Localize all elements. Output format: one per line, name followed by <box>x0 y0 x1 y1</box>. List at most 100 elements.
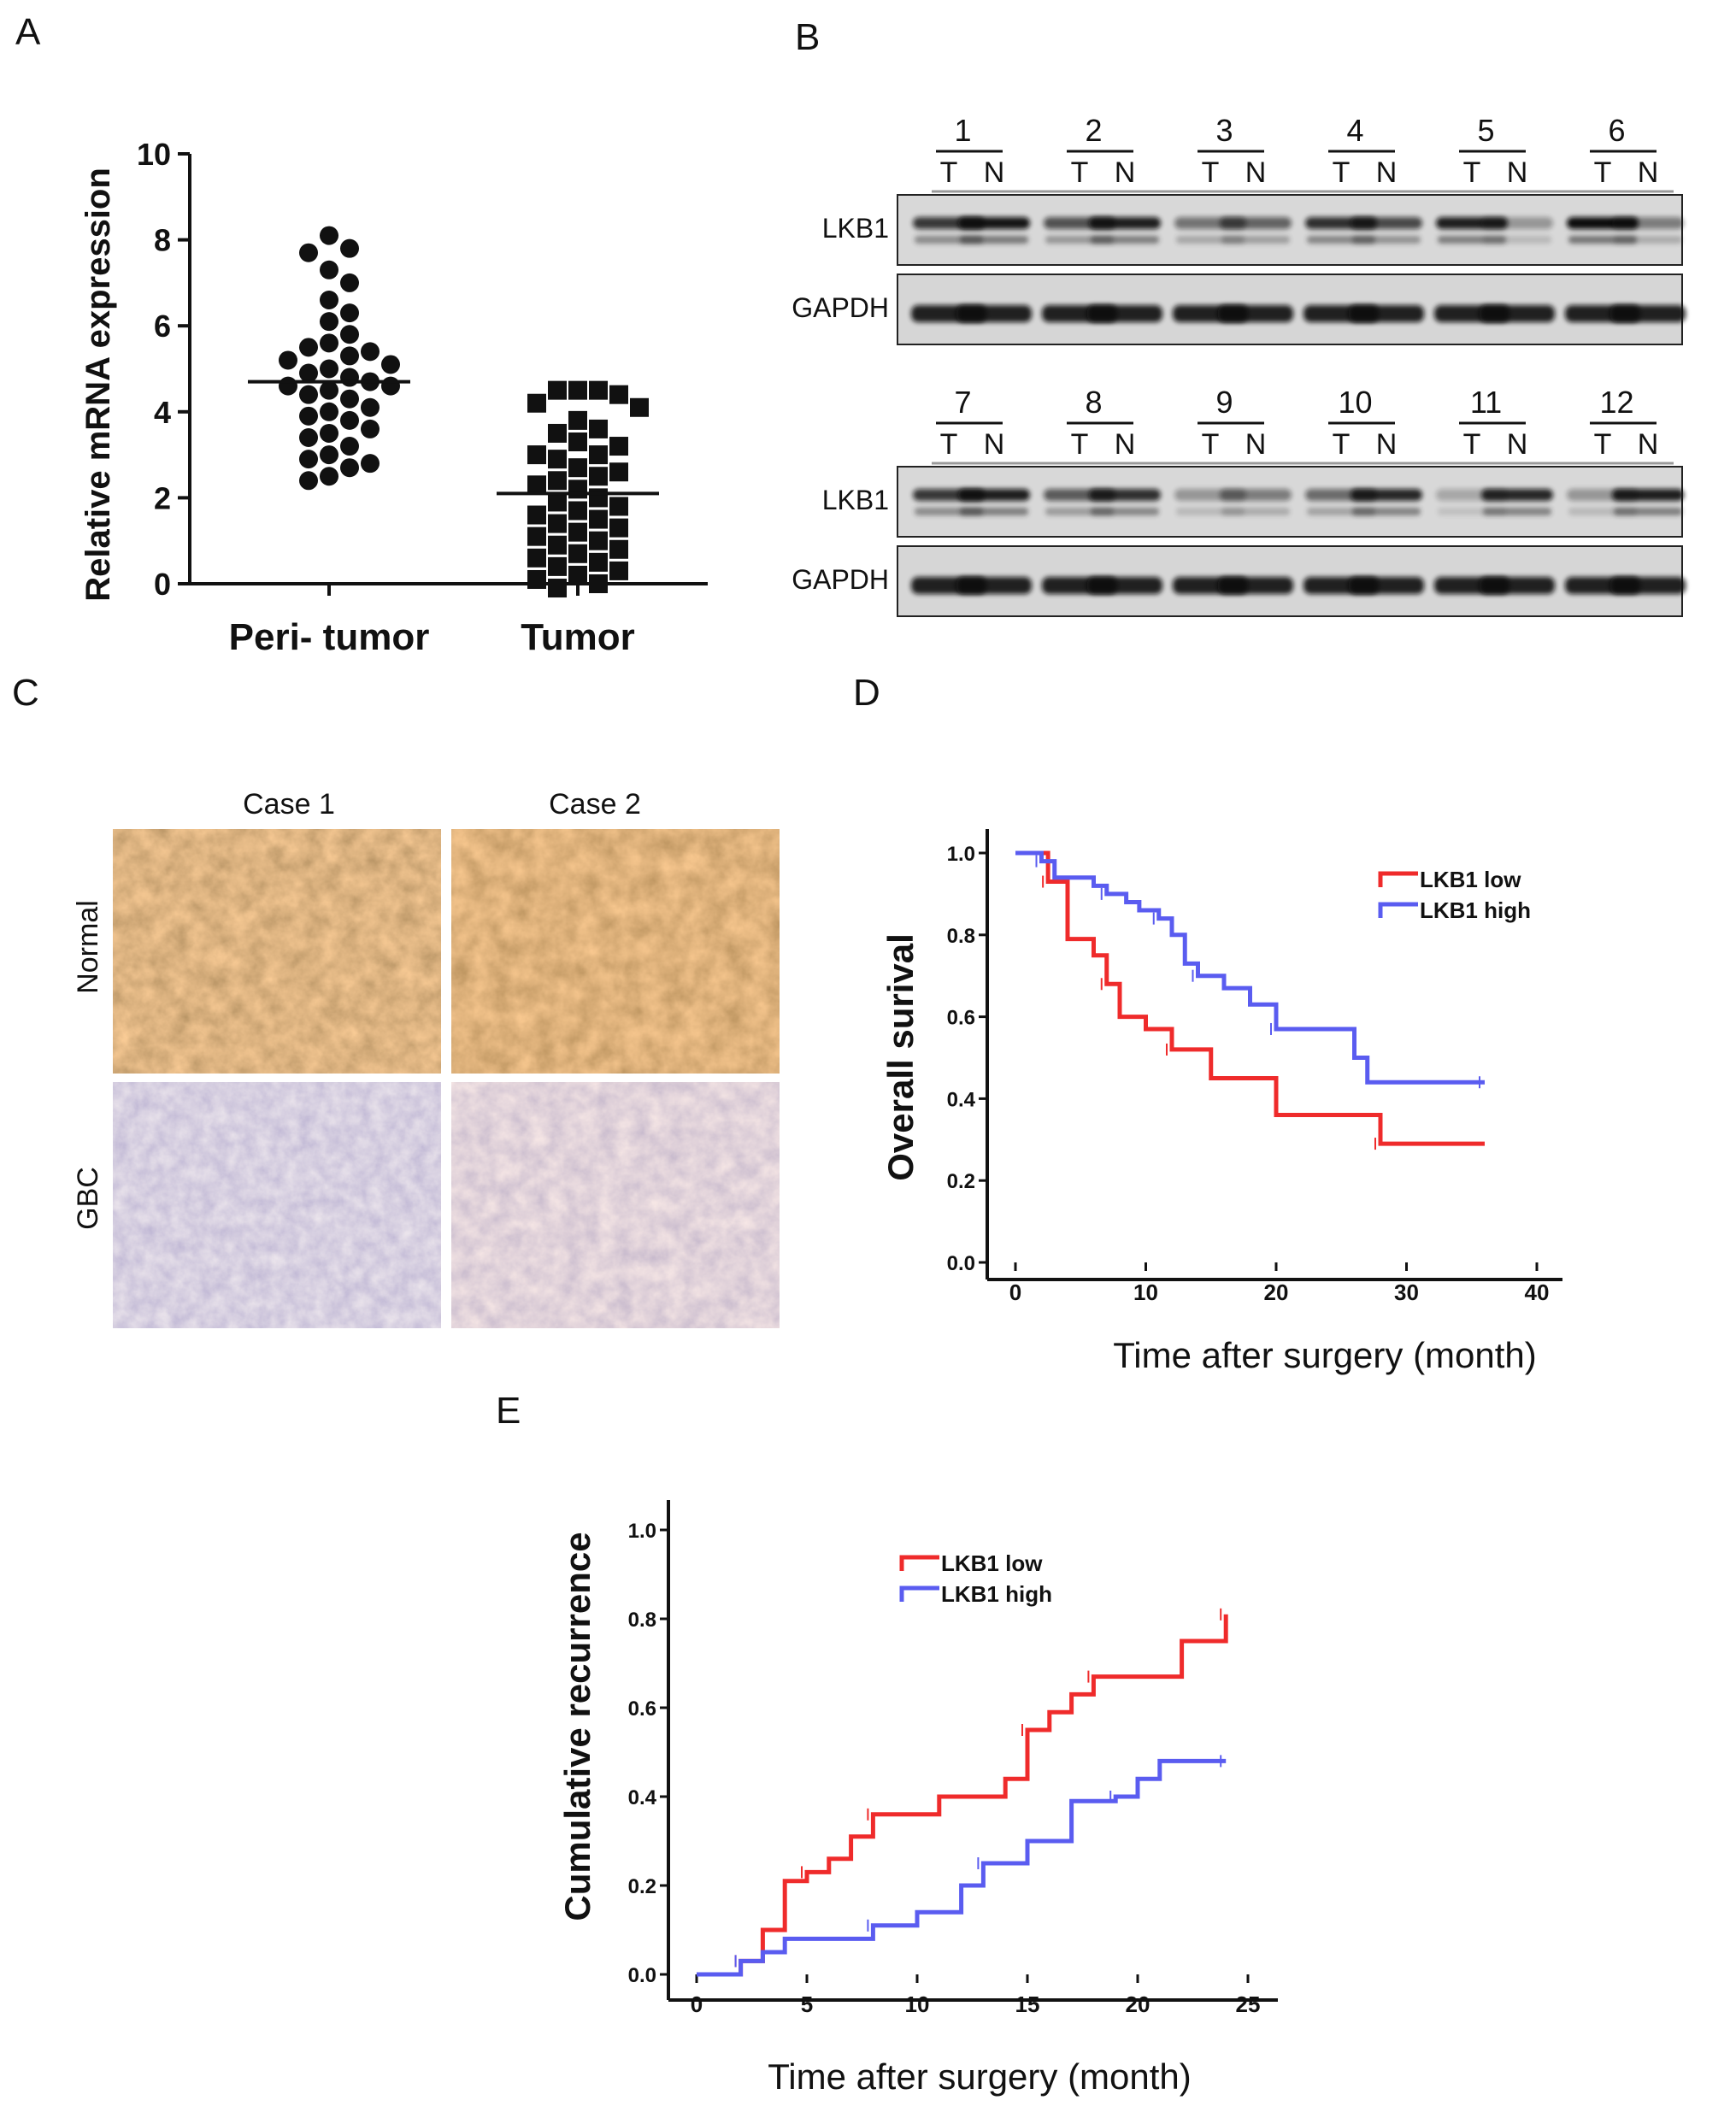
legend-label: LKB1 low <box>941 1550 1043 1576</box>
panel-a-point <box>589 467 608 486</box>
km-series-line <box>1015 850 1485 1085</box>
wb-pair-label: N <box>1376 156 1398 189</box>
panel-letter-c: C <box>12 672 39 714</box>
panel-a-point <box>299 363 318 383</box>
wb-row-label: LKB1 <box>822 213 889 244</box>
wb-pair-label: T <box>1071 428 1089 461</box>
panel-d-xlabel: Time after surgery (month) <box>1113 1335 1537 1375</box>
panel-a-point <box>548 514 567 533</box>
legend-label: LKB1 high <box>941 1581 1052 1607</box>
wb-row-label: GAPDH <box>791 564 889 595</box>
wb-band-gapdh <box>1480 577 1555 594</box>
panel-a-point <box>299 385 318 404</box>
panel-a-point <box>299 427 318 447</box>
panel-a-point <box>548 423 567 443</box>
wb-pair-label: T <box>1333 156 1351 189</box>
x-tick-label: 30 <box>1394 1280 1419 1305</box>
y-tick-label: 0.2 <box>947 1170 975 1193</box>
wb-band-gapdh <box>1480 305 1555 322</box>
panel-a-point <box>568 432 587 452</box>
y-tick-label: 0.4 <box>947 1088 976 1111</box>
wb-band-lkb1 <box>1220 489 1292 501</box>
wb-membrane-lkb1 <box>897 194 1683 266</box>
wb-band-lkb1 <box>958 217 1030 229</box>
wb-band-gapdh <box>956 577 1032 594</box>
y-tick-label: 0.8 <box>628 1609 656 1632</box>
panel-a-point <box>340 346 359 366</box>
panel-a-point <box>527 527 546 546</box>
panel-a-point <box>589 531 608 550</box>
panel-a-point <box>299 338 318 357</box>
panel-a-point <box>548 471 567 491</box>
panel-a-ylabel: Relative mRNA expression <box>79 168 117 602</box>
panel-a-point <box>320 423 338 443</box>
y-tick-label: 0.4 <box>628 1786 657 1809</box>
panel-a-category-label: Peri- tumor <box>229 616 430 658</box>
wb-pair-label: T <box>1333 428 1351 461</box>
wb-lane-number: 12 <box>1599 385 1633 420</box>
y-tick-label: 0.6 <box>628 1697 656 1721</box>
wb-row-label: LKB1 <box>822 485 889 515</box>
panel-a-point <box>548 380 567 400</box>
panel-a-point <box>609 462 628 482</box>
ihc-image-gbc-case2 <box>451 1082 780 1328</box>
panel-a-scatter: Relative mRNA expression 0 2 4 6 8 10 Peri- t… <box>79 137 708 658</box>
wb-band-lkb1-lower <box>960 236 1028 244</box>
panel-a-point <box>320 402 338 421</box>
panel-a-point <box>527 445 546 465</box>
wb-pair-label: N <box>1507 428 1528 461</box>
x-tick-label: 15 <box>1015 1991 1040 2017</box>
km-series-line <box>1015 850 1485 1146</box>
wb-pair-label: T <box>1202 428 1220 461</box>
panel-a-point <box>361 419 380 438</box>
ihc-column-label: Case 2 <box>549 788 641 821</box>
wb-pair-label: T <box>1463 428 1481 461</box>
panel-a-point <box>548 492 567 512</box>
panel-a-point <box>361 342 380 362</box>
panel-a-point <box>589 380 608 400</box>
wb-band-lkb1-lower <box>1221 236 1290 244</box>
wb-band-lkb1-lower <box>1483 236 1551 244</box>
panel-e-xlabel: Time after surgery (month) <box>768 2056 1192 2097</box>
x-tick-label: 20 <box>1264 1280 1289 1305</box>
km-series-line <box>697 1614 1228 1977</box>
panel-a-point <box>279 350 297 370</box>
panel-a-point <box>340 458 359 478</box>
wb-band-lkb1 <box>1612 489 1684 501</box>
panel-letter-b: B <box>795 16 820 58</box>
panel-a-point <box>361 397 380 417</box>
wb-band-gapdh <box>1087 577 1162 594</box>
x-tick-label: 0 <box>1009 1280 1021 1305</box>
panel-a-point <box>548 535 567 555</box>
panel-a-point <box>527 548 546 568</box>
panel-a-point <box>320 226 338 245</box>
legend-swatch <box>899 1555 939 1571</box>
wb-band-lkb1 <box>1089 489 1161 501</box>
wb-band-lkb1 <box>1351 489 1422 501</box>
wb-band-lkb1-lower <box>960 508 1028 515</box>
panel-a-point <box>340 325 359 344</box>
wb-band-gapdh <box>956 305 1032 322</box>
panel-a-point <box>568 544 587 563</box>
ihc-row-label: Normal <box>72 900 104 994</box>
panel-a-point <box>548 556 567 576</box>
wb-pair-label: N <box>1115 156 1136 189</box>
wb-pair-label: N <box>1507 156 1528 189</box>
panel-e-ylabel: Cumulative recurrence <box>557 1532 597 1921</box>
x-tick-label: 25 <box>1236 1991 1261 2017</box>
panel-a-point <box>609 561 628 580</box>
panel-letter-d: D <box>853 672 880 714</box>
wb-pair-label: T <box>1463 156 1481 189</box>
wb-lane-number: 4 <box>1346 113 1363 148</box>
wb-band-lkb1-lower <box>1221 508 1290 515</box>
panel-a-point <box>361 454 380 474</box>
panel-a-point <box>340 368 359 387</box>
y-tick-label: 0.0 <box>628 1964 656 1987</box>
panel-a-point <box>589 574 608 593</box>
x-tick-label: 10 <box>1133 1280 1158 1305</box>
panel-a-point <box>609 539 628 559</box>
wb-band-lkb1 <box>1089 217 1161 229</box>
y-tick-label: 0.6 <box>947 1007 975 1030</box>
